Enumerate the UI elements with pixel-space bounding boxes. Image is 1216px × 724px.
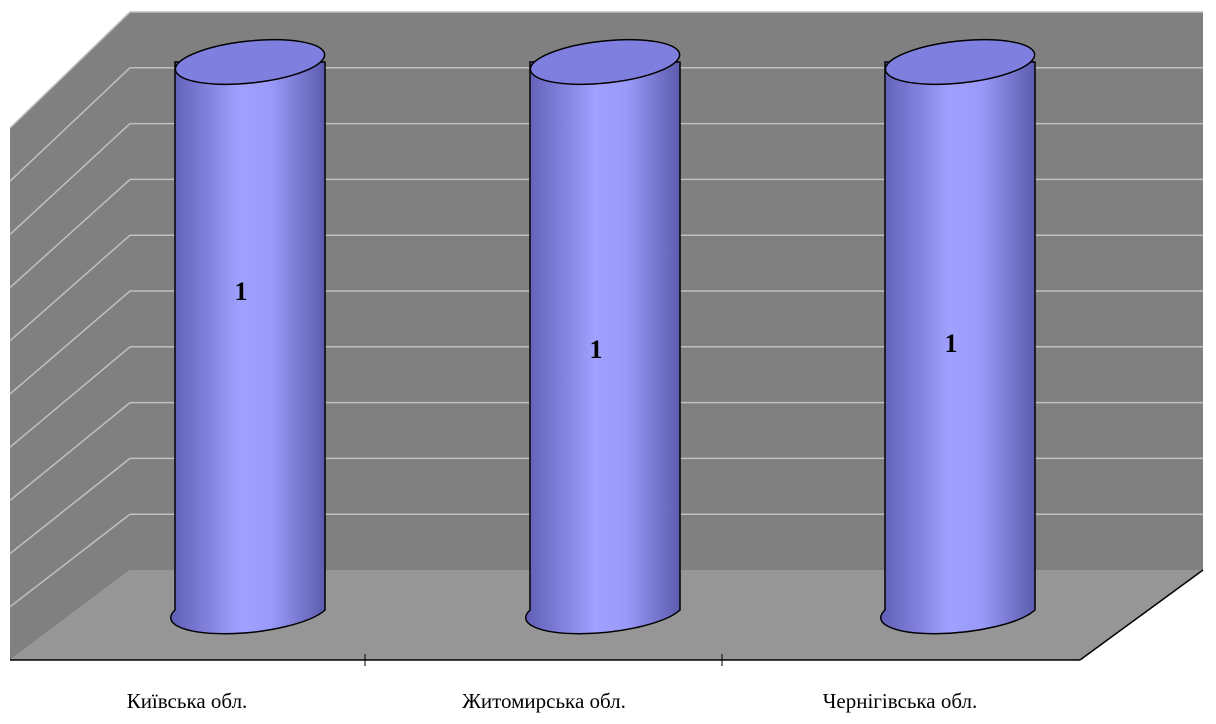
gridline-side xyxy=(9,457,131,555)
category-label: Житомирська обл. xyxy=(462,689,626,713)
bar xyxy=(880,38,1036,635)
category-label: Київська обл. xyxy=(127,689,248,713)
gridline-side xyxy=(9,123,131,235)
bar-top xyxy=(884,38,1036,86)
gridline-side xyxy=(9,513,131,608)
data-label: 1 xyxy=(945,329,958,358)
bar-body xyxy=(170,61,326,635)
gridline-side xyxy=(9,178,131,289)
category-label: Чернігівська обл. xyxy=(823,689,978,713)
labels: 1 Київська обл. 1 Житомирська обл. 1 Чернігів… xyxy=(127,277,978,713)
chart-side-wall xyxy=(10,12,130,660)
gridline-side xyxy=(9,402,131,501)
bar xyxy=(525,38,681,635)
data-label: 1 xyxy=(590,335,603,364)
bars xyxy=(170,38,1036,635)
bar-top xyxy=(174,38,326,86)
bar-body xyxy=(880,61,1036,635)
gridline-side xyxy=(9,234,131,342)
bar xyxy=(170,38,326,635)
gridline-side xyxy=(9,11,131,129)
gridline-side xyxy=(9,290,131,395)
gridline-side xyxy=(9,67,131,182)
bar-top xyxy=(529,38,681,86)
bar-body xyxy=(525,61,681,635)
floor-right-edge xyxy=(1079,569,1204,661)
gridline-side xyxy=(9,346,131,448)
data-label: 1 xyxy=(235,277,248,306)
